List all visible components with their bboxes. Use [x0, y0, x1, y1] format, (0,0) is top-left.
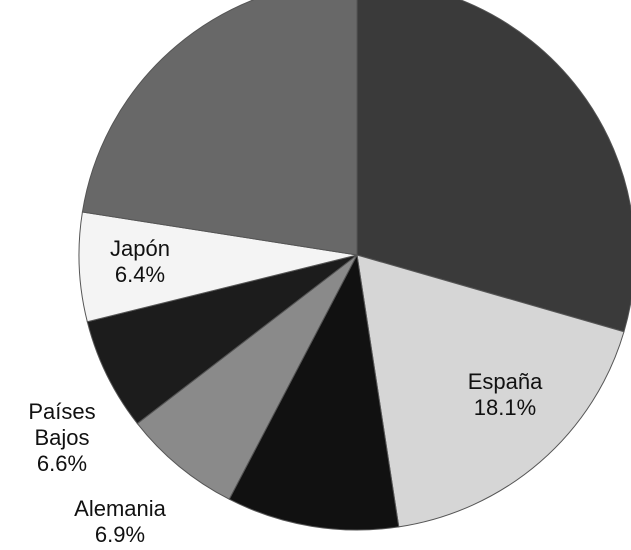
pie-slice [136, 254, 358, 500]
category-label: Países Bajos [28, 399, 96, 450]
pie-slice [356, 0, 631, 333]
slice-label: España 18.1% [468, 369, 543, 421]
category-label: Japón [110, 236, 170, 261]
pie-slice [86, 254, 358, 425]
slice-label: Alemania 6.9% [74, 496, 166, 548]
slice-label: Japón 6.4% [110, 236, 170, 288]
value-label: 6.9% [94, 522, 146, 547]
slice-label: Países Bajos 6.6% [17, 399, 107, 477]
pie-slice [78, 211, 358, 323]
pie-slice [356, 254, 625, 528]
value-label: 6.6% [36, 451, 88, 476]
category-label: Alemania [74, 496, 166, 521]
value-label: 18.1% [473, 395, 537, 420]
value-label: 6.4% [114, 262, 166, 287]
pie-slice [228, 253, 400, 531]
category-label: España [467, 369, 543, 394]
pie-slice [81, 0, 358, 256]
